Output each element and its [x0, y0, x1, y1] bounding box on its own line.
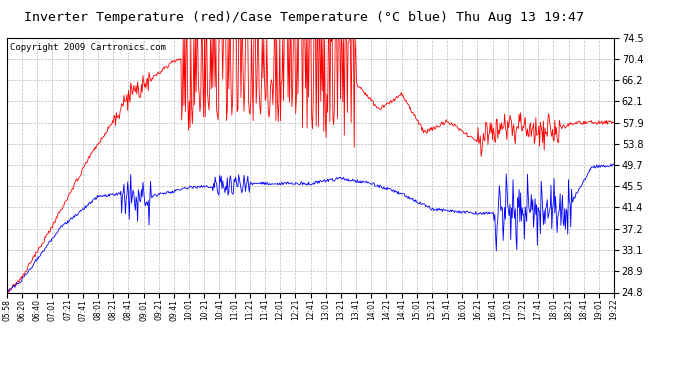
Text: Copyright 2009 Cartronics.com: Copyright 2009 Cartronics.com: [10, 43, 166, 52]
Text: Inverter Temperature (red)/Case Temperature (°C blue) Thu Aug 13 19:47: Inverter Temperature (red)/Case Temperat…: [23, 11, 584, 24]
